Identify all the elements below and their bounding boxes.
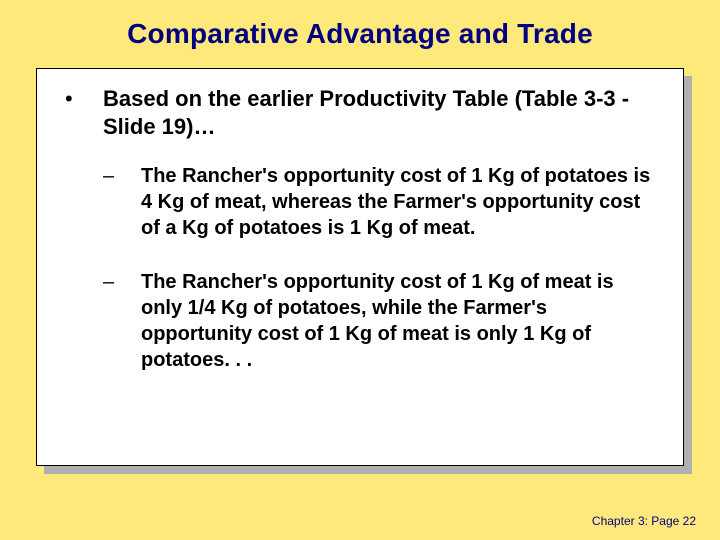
content-wrap: • Based on the earlier Productivity Tabl… (36, 68, 684, 466)
footer-page-number: Chapter 3: Page 22 (592, 514, 696, 528)
bullet-marker: • (65, 85, 103, 141)
content-box: • Based on the earlier Productivity Tabl… (36, 68, 684, 466)
sub-bullet-2: – The Rancher's opportunity cost of 1 Kg… (103, 269, 655, 373)
sub-bullet-1: – The Rancher's opportunity cost of 1 Kg… (103, 163, 655, 241)
sub-bullet-text: The Rancher's opportunity cost of 1 Kg o… (141, 269, 655, 373)
main-bullet-text: Based on the earlier Productivity Table … (103, 85, 655, 141)
sub-bullet-text: The Rancher's opportunity cost of 1 Kg o… (141, 163, 655, 241)
main-bullet: • Based on the earlier Productivity Tabl… (65, 85, 655, 141)
dash-marker: – (103, 269, 141, 373)
slide-title: Comparative Advantage and Trade (30, 18, 690, 50)
slide: Comparative Advantage and Trade • Based … (0, 0, 720, 540)
dash-marker: – (103, 163, 141, 241)
